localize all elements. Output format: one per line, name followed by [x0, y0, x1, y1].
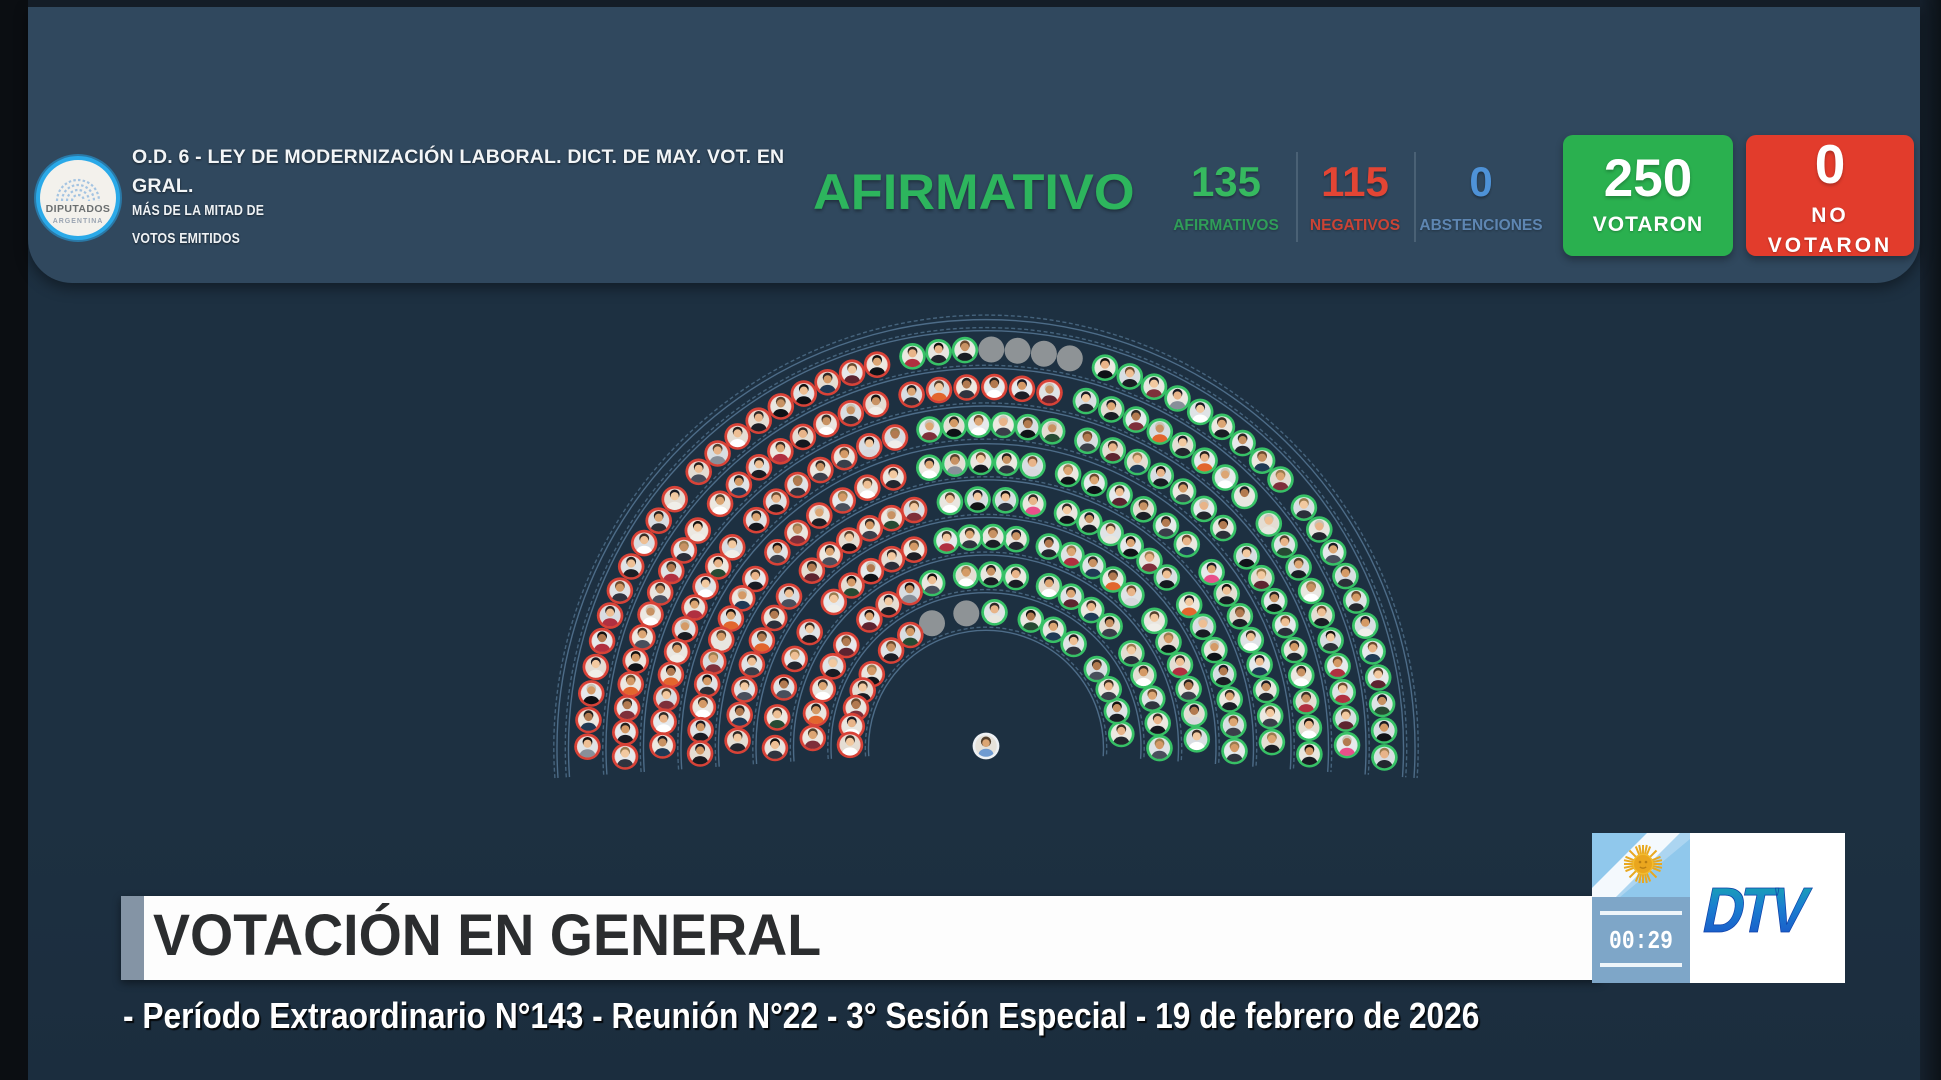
- svg-text:DIPUTADOS: DIPUTADOS: [46, 203, 111, 215]
- svg-text:DTV: DTV: [1697, 874, 1816, 945]
- svg-text:ARGENTINA: ARGENTINA: [53, 218, 104, 225]
- svg-text:00:29: 00:29: [1609, 927, 1673, 957]
